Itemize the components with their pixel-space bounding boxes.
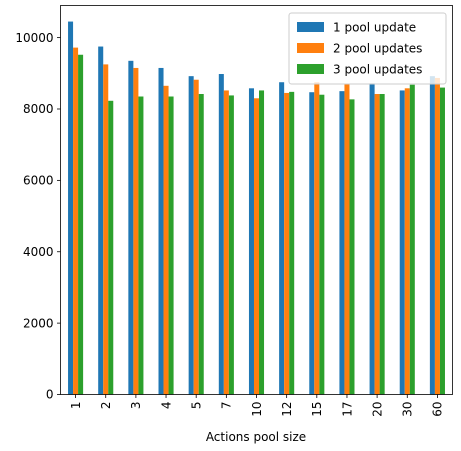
bar-5-series-3 [198,94,204,395]
bar-10-series-1 [248,88,254,395]
x-tick-label: 7 [220,402,234,410]
bar-60-series-1 [429,76,435,395]
y-tick-label: 8000 [23,102,54,116]
y-axis-ticks: 0 2000 4000 6000 8000 10000 [15,31,61,402]
x-tick-label: 3 [129,402,143,410]
legend-swatch [297,22,324,32]
x-tick-label: 15 [310,402,324,417]
bar-5-series-2 [193,79,199,395]
bar-20-series-2 [374,94,380,395]
x-tick-label: 12 [280,402,294,417]
bar-20-series-3 [379,94,385,395]
x-tick-label: 5 [189,402,203,410]
bar-7-series-1 [218,74,224,395]
legend-box [288,12,447,85]
bar-15-series-2 [314,82,320,395]
bar-3-series-2 [133,67,139,395]
bar-15-series-1 [309,92,315,395]
x-tick-label: 20 [370,402,384,417]
bar-4-series-2 [163,85,169,395]
bar-17-series-2 [344,84,350,395]
bar-17-series-1 [339,91,345,395]
bar-12-series-2 [284,92,290,395]
bars-group [68,21,445,395]
bar-3-series-3 [138,96,144,395]
bar-10-series-2 [253,98,260,395]
bar-4-series-1 [158,67,164,395]
bar-4-series-3 [168,96,174,395]
bar-5-series-1 [188,76,194,395]
bar-15-series-3 [319,94,325,395]
bar-2-series-3 [108,100,114,395]
bar-1-series-3 [78,54,84,395]
bar-12-series-3 [289,91,295,395]
x-axis-title: Actions pool size [206,430,306,444]
bar-1-series-1 [68,21,74,395]
bar-30-series-3 [409,84,415,395]
legend-swatch [297,64,324,74]
bar-30-series-2 [404,88,410,395]
bar-12-series-1 [279,82,285,395]
y-tick-label: 2000 [23,316,54,330]
x-tick-label: 17 [340,402,354,417]
x-tick-label: 60 [431,402,445,417]
legend: 1 pool update 2 pool updates 3 pool update… [288,12,447,85]
x-tick-label: 1 [69,402,83,410]
x-tick-label: 10 [250,402,264,417]
bar-1-series-2 [73,47,79,395]
bar-60-series-3 [439,87,445,395]
x-tick-label: 2 [99,402,113,410]
y-tick-label: 10000 [15,31,53,45]
legend-swatch [297,43,324,53]
bar-3-series-1 [128,60,134,395]
x-tick-label: 30 [401,402,415,417]
bar-60-series-2 [434,77,440,395]
bar-20-series-1 [369,83,375,395]
legend-label: 3 pool updates [333,62,422,76]
y-tick-label: 0 [46,388,54,402]
bar-2-series-1 [98,46,104,395]
legend-label: 2 pool updates [333,41,422,55]
bar-7-series-2 [223,90,229,395]
y-tick-label: 6000 [23,174,54,188]
bar-2-series-2 [103,64,109,395]
y-tick-label: 4000 [23,245,54,259]
x-tick-label: 4 [159,402,173,410]
bar-30-series-1 [399,90,405,395]
x-axis-ticks: 1 2 3 4 5 7 10 12 15 17 20 30 60 [69,394,445,417]
plot-frame [60,5,453,395]
legend-label: 1 pool update [333,20,416,34]
bar-7-series-3 [228,95,234,395]
bar-10-series-3 [259,90,265,395]
bar-17-series-3 [349,99,355,395]
